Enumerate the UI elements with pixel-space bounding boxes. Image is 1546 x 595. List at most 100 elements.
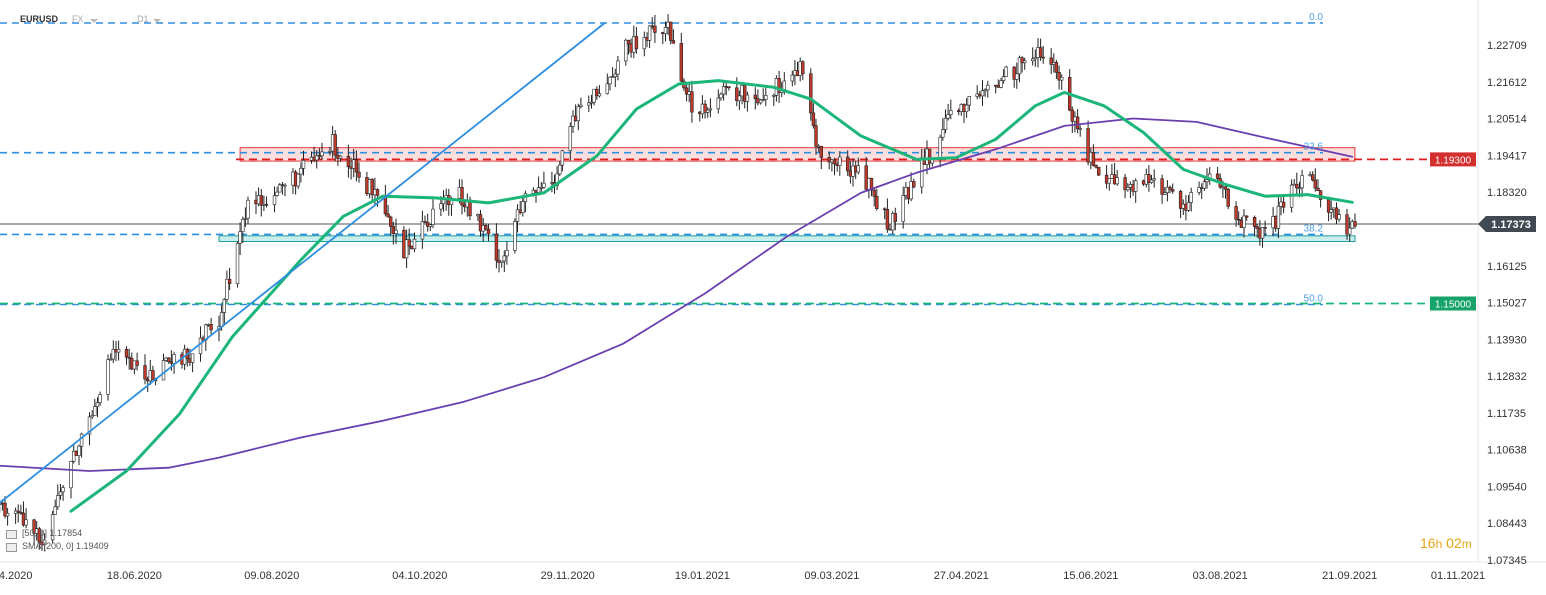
candle-body <box>264 204 269 206</box>
candle <box>663 21 668 42</box>
candle-body <box>1234 206 1238 220</box>
candle-body <box>1226 189 1230 207</box>
candle-body <box>346 155 351 168</box>
candle-body <box>1318 190 1323 200</box>
candle-body <box>735 87 739 102</box>
candle-body <box>832 159 837 165</box>
candle-body <box>742 85 747 102</box>
candle <box>1160 174 1164 204</box>
candle-body <box>888 228 892 231</box>
candle-body <box>53 506 57 515</box>
candle-body <box>404 239 409 259</box>
candle-body <box>246 199 250 219</box>
timer-hours: 16 <box>1420 535 1436 551</box>
candle-body <box>1054 62 1059 73</box>
candle-body <box>428 224 432 227</box>
candle-body <box>143 365 147 380</box>
candle <box>624 38 628 66</box>
candle <box>758 98 763 105</box>
candle <box>1060 74 1064 90</box>
candle-body <box>391 226 395 234</box>
candle <box>275 186 279 197</box>
candle <box>980 80 985 106</box>
candle-body <box>869 178 874 191</box>
candle <box>460 179 464 215</box>
candle <box>1329 200 1333 220</box>
candle-body <box>90 415 94 418</box>
candle <box>777 71 781 103</box>
sma200-legend: SMA [200, 0] 1.19409 <box>22 541 109 551</box>
candle-body <box>560 150 565 166</box>
candle-body <box>909 181 913 200</box>
candle <box>616 56 620 81</box>
candle-body <box>1353 221 1357 227</box>
timeframe-dropdown-icon[interactable] <box>153 19 161 23</box>
candle-body <box>777 78 781 93</box>
symbol-label[interactable]: EURUSD <box>20 14 59 24</box>
candle <box>499 260 504 268</box>
candle <box>832 157 837 176</box>
candle-body <box>1205 179 1209 182</box>
candle-body <box>1329 209 1333 213</box>
candle <box>346 144 351 178</box>
candle <box>1057 65 1061 90</box>
symbol-dropdown-icon[interactable] <box>90 19 98 23</box>
ma50-line[interactable] <box>69 79 1354 513</box>
candle-body <box>127 356 131 359</box>
candle <box>1022 57 1027 70</box>
candle <box>37 526 42 550</box>
ma50-legend: [50, 0] 1.17854 <box>22 528 82 538</box>
timeframe-label[interactable]: D1 <box>137 14 149 24</box>
resistance-price-tag-text: 1.19300 <box>1435 155 1472 166</box>
candle <box>1313 168 1318 192</box>
candle <box>634 27 639 54</box>
candle <box>127 348 131 370</box>
uptrend-line[interactable] <box>0 22 606 504</box>
candle-body <box>1255 226 1259 229</box>
sma200-line[interactable] <box>0 117 1354 472</box>
candle-body <box>1295 183 1299 189</box>
x-tick-label: 19.01.2021 <box>675 570 730 582</box>
candle-body <box>1015 73 1019 80</box>
candle-body <box>1163 192 1167 195</box>
candle-body <box>1274 216 1278 229</box>
resistance-price-tag <box>1430 152 1476 167</box>
candle <box>705 107 710 118</box>
candle-body <box>1049 57 1053 65</box>
candle <box>1107 178 1112 191</box>
candle-body <box>647 25 652 41</box>
candle-body <box>1022 60 1027 64</box>
candle <box>1123 174 1127 199</box>
candle-body <box>727 86 731 89</box>
candle-body <box>893 213 898 222</box>
candle-body <box>772 95 776 97</box>
candle <box>95 397 100 418</box>
candle-body <box>124 348 129 358</box>
candle-body <box>745 94 750 102</box>
candle <box>243 207 248 228</box>
candle-body <box>764 95 768 100</box>
candle <box>515 204 520 233</box>
indicator-settings-icon[interactable] <box>6 543 17 552</box>
candle-body <box>1073 116 1077 122</box>
candle <box>893 207 898 231</box>
candle-body <box>1297 187 1302 190</box>
candle-body <box>167 357 171 363</box>
candle-body <box>3 502 7 517</box>
candle <box>703 100 707 119</box>
candle <box>1234 201 1238 227</box>
candle-body <box>1041 56 1045 59</box>
candle-body <box>573 115 578 122</box>
candle-body <box>782 80 787 90</box>
candle-body <box>671 40 676 44</box>
candle <box>5 508 10 526</box>
candle-body <box>571 115 575 127</box>
candle-body <box>1147 174 1151 183</box>
indicator-settings-icon[interactable] <box>6 530 17 539</box>
resistance-zone[interactable] <box>239 147 1356 162</box>
candle <box>690 80 694 123</box>
candle <box>1348 217 1352 242</box>
candle-body <box>809 73 813 114</box>
candle-body <box>1245 215 1249 218</box>
